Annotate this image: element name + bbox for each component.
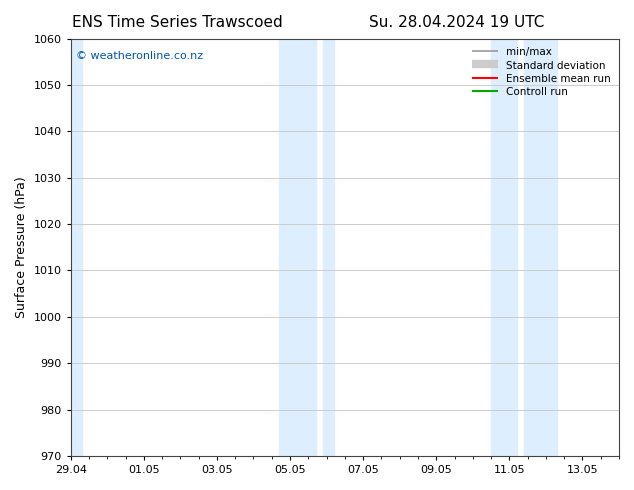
- Bar: [491, 39, 517, 456]
- Bar: [71, 39, 82, 456]
- Bar: [524, 39, 557, 456]
- Bar: [279, 39, 316, 456]
- Text: ENS Time Series Trawscoed: ENS Time Series Trawscoed: [72, 15, 283, 30]
- Legend: min/max, Standard deviation, Ensemble mean run, Controll run: min/max, Standard deviation, Ensemble me…: [469, 44, 614, 100]
- Text: © weatheronline.co.nz: © weatheronline.co.nz: [76, 51, 204, 61]
- Text: Su. 28.04.2024 19 UTC: Su. 28.04.2024 19 UTC: [369, 15, 544, 30]
- Y-axis label: Surface Pressure (hPa): Surface Pressure (hPa): [15, 176, 28, 318]
- Bar: [323, 39, 334, 456]
